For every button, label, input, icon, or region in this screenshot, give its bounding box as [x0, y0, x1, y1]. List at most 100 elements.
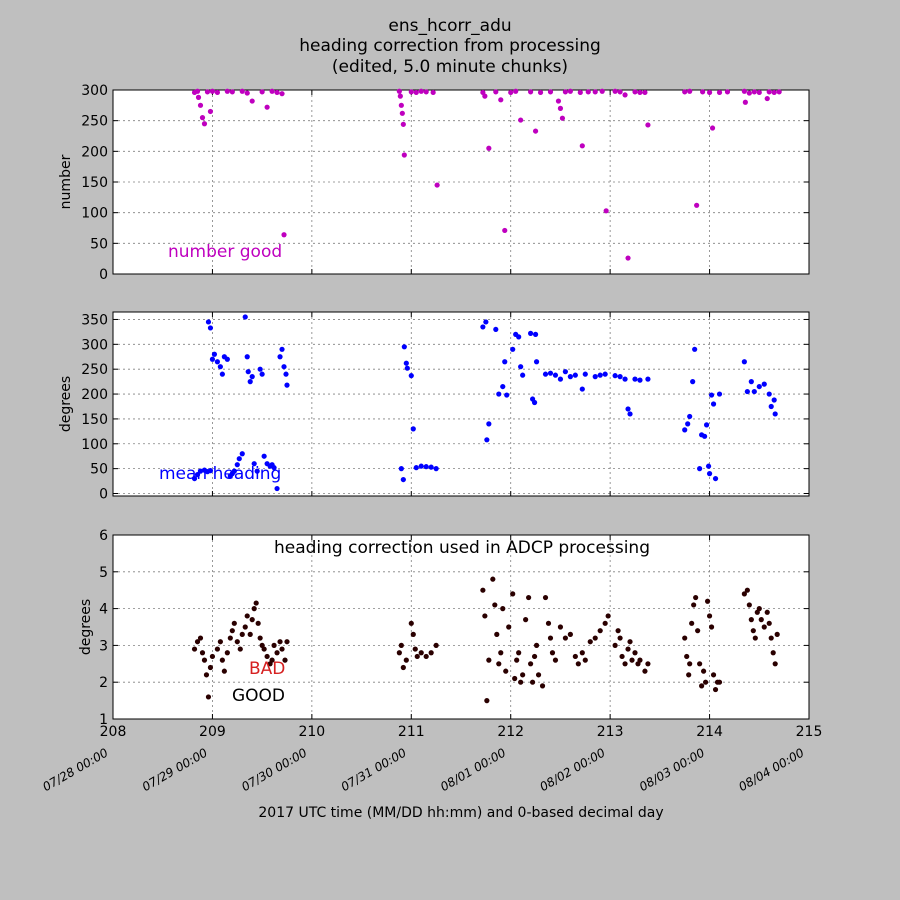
panel-heading-correction-point: [533, 642, 540, 649]
panel-heading-correction-point: [627, 639, 633, 645]
panel-heading-correction-point: [768, 635, 774, 641]
panel-number-good-point: [502, 227, 508, 234]
panel-heading-correction-point: [772, 661, 778, 667]
panel-heading-correction-point: [549, 650, 556, 656]
panel-mean-heading-point: [219, 371, 225, 377]
panel-heading-correction-point: [253, 600, 259, 606]
panel-heading-correction-frame: [112, 534, 810, 720]
panel-heading-correction-point: [770, 650, 776, 656]
panel-mean-heading-point: [401, 344, 407, 350]
x-tick-label: 208: [100, 724, 127, 740]
panel-heading-correction-point: [629, 657, 635, 663]
panel-number-good-point: [766, 89, 772, 95]
panel-mean-heading-point: [761, 381, 767, 387]
panel-mean-heading-point: [612, 373, 618, 379]
panel-mean-heading-point: [547, 370, 554, 376]
panel-heading-correction-point: [423, 653, 429, 660]
panel-heading-correction-point: [396, 650, 402, 656]
panel-heading-correction-point: [632, 650, 638, 656]
panel-mean-heading-point: [710, 401, 717, 407]
panel-heading-correction-point: [761, 624, 767, 630]
panel-number-good-point: [508, 89, 514, 96]
panel-mean-heading-point: [261, 453, 267, 459]
panel-heading-correction-point: [682, 635, 688, 641]
panel-mean-heading-point: [205, 319, 212, 325]
figure-title-line-2: heading correction from processing: [299, 36, 601, 56]
panel-heading-correction-point: [214, 646, 220, 652]
panel-mean-heading-point: [510, 346, 516, 352]
panel-mean-heading-point: [480, 324, 486, 330]
panel-number-good-point: [493, 89, 499, 95]
panel-number-good-point: [577, 89, 583, 96]
panel-mean-heading-ytick-label: 0: [99, 487, 108, 503]
panel-number-good-ytick-label: 200: [81, 144, 108, 160]
panel-heading-correction-point: [197, 635, 204, 641]
panel-mean-heading-point: [751, 388, 757, 395]
panel-heading-correction-point: [597, 628, 603, 634]
panel-heading-correction-point: [567, 631, 573, 637]
panel-number-good-point: [741, 88, 747, 94]
panel-number-good-point: [498, 97, 504, 103]
panel-number-good-point: [413, 89, 419, 96]
panel-number-good-ytick-label: 0: [99, 267, 108, 283]
panel-heading-correction-point: [231, 620, 237, 626]
panel-heading-correction-point: [207, 664, 214, 671]
heading-correction-title: heading correction used in ADCP processi…: [274, 538, 650, 558]
panel-heading-correction-point: [428, 650, 434, 656]
panel-mean-heading-point: [483, 319, 489, 325]
panel-number-good-point: [229, 89, 235, 95]
x-tick-label: 209: [199, 724, 226, 740]
panel-number-good-point: [274, 89, 280, 96]
panel-mean-heading-ytick-label: 150: [81, 412, 108, 428]
panel-number-good-point: [408, 89, 414, 95]
panel-number-good-point: [557, 105, 564, 111]
panel-number-good-ytick-label: 300: [81, 83, 108, 99]
panel-mean-heading-point: [211, 351, 218, 357]
panel-heading-correction-point: [410, 631, 416, 637]
panel-mean-heading-point: [403, 360, 409, 366]
panel-heading-correction-point: [744, 587, 750, 593]
panel-mean-heading-point: [428, 464, 434, 470]
panel-number-good-point: [567, 88, 573, 94]
panel-mean-heading-point: [572, 372, 578, 378]
panel-heading-correction-point: [697, 661, 703, 667]
panel-number-good-point: [281, 232, 287, 238]
panel-heading-correction-point: [520, 672, 526, 678]
panel-mean-heading-point: [528, 330, 534, 336]
panel-heading-correction-point: [264, 653, 270, 660]
panel-number-good-point: [244, 90, 250, 96]
panel-mean-heading-point: [702, 433, 708, 439]
panel-number-good-point: [423, 89, 429, 95]
panel-heading-correction-point: [506, 624, 512, 630]
panel-heading-correction-point: [274, 650, 280, 656]
panel-number-good-point: [209, 88, 216, 94]
panel-number-good-point: [214, 89, 220, 96]
panel-number-good-point: [224, 88, 230, 94]
panel-number-good-point: [204, 89, 211, 95]
panel-mean-heading-point: [259, 371, 265, 377]
panel-heading-correction-point: [579, 650, 585, 656]
panel-heading-correction-point: [704, 598, 711, 604]
panel-number-good-point: [682, 89, 688, 95]
panel-heading-correction-point: [587, 639, 593, 645]
panel-heading-correction-point: [217, 639, 223, 645]
panel-mean-heading-ytick-label: 200: [81, 387, 108, 403]
panel-mean-heading-point: [531, 399, 538, 406]
panel-mean-heading-ylabel: degrees: [58, 376, 74, 432]
panel-heading-correction-point: [756, 606, 762, 612]
panel-mean-heading-ytick-label: 250: [81, 362, 108, 378]
panel-mean-heading-point: [705, 463, 712, 469]
panel-mean-heading-point: [194, 472, 201, 478]
panel-heading-correction-point: [592, 635, 598, 641]
panel-mean-heading-point: [207, 468, 214, 474]
panel-heading-correction-point: [746, 602, 752, 608]
panel-number-good-ylabel: number: [58, 154, 74, 209]
panel-mean-heading-point: [627, 411, 633, 417]
panel-heading-correction-point: [699, 683, 705, 689]
panel-mean-heading-point: [516, 334, 522, 340]
panel-mean-heading-point: [567, 374, 573, 380]
panel-mean-heading-ytick-label: 100: [81, 437, 108, 453]
panel-mean-heading-point: [504, 392, 510, 398]
panel-number-good-point: [694, 202, 700, 208]
